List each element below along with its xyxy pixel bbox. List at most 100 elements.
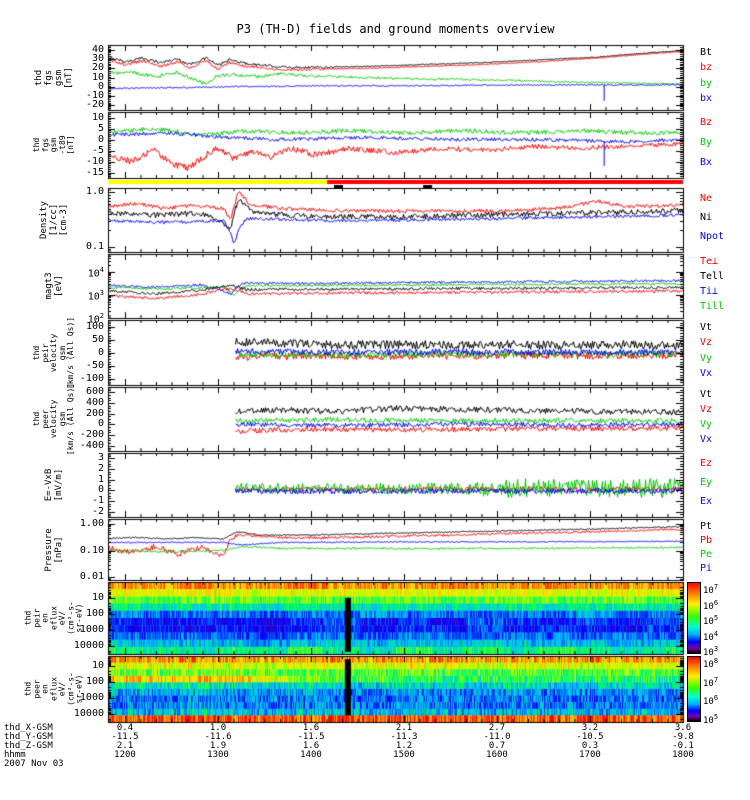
y-tick-label-thd-peer-en-eflux: 1000 xyxy=(79,691,104,703)
y-tick-label-thd-fgs-gsm-t89: 10 xyxy=(91,111,104,123)
y-axis-title-line: [nT] xyxy=(65,135,75,155)
y-tick-label-thd-peer-velocity-gsm: 400 xyxy=(85,397,104,408)
legend-label-Te⊥: Te⊥ xyxy=(700,256,719,268)
x-axis-value: 1500 xyxy=(393,750,415,760)
x-axis-value: -11.6 xyxy=(204,732,232,742)
y-axis-title-line: E=-VxB xyxy=(44,468,54,502)
colorbar-tick-label: 106 xyxy=(703,694,719,708)
y-axis-title-thd-fgs-gsm: thd fgs gsm [nT] xyxy=(6,45,102,110)
x-axis-row-header-thd_X-GSM: thd_X-GSM xyxy=(4,723,53,733)
legend-label-Ey: Ey xyxy=(700,477,713,489)
x-axis-value: -11.5 xyxy=(297,732,325,742)
x-axis-value: 0.7 xyxy=(488,741,506,751)
x-axis-value: 2.7 xyxy=(488,723,506,733)
legend-label-Bx: Bx xyxy=(700,157,713,168)
y-tick-label-thd-peer-velocity-gsm: -400 xyxy=(79,439,104,451)
y-axis-title-line: gsm xyxy=(54,69,64,86)
x-axis-value: -11.0 xyxy=(483,732,511,742)
y-tick-label-thd-fgs-gsm: 40 xyxy=(91,43,104,55)
y-axis-title-thd-fgs-gsm-t89: thd fgs gsm -t89 [nT] xyxy=(6,112,102,178)
y-tick-label-thd-peir-velocity-gsm: 0 xyxy=(97,346,104,358)
y-tick-label-pressure: 0.10 xyxy=(79,544,104,556)
y-axis-title-line: thd xyxy=(34,69,44,86)
x-axis-value: 1.6 xyxy=(302,741,320,751)
y-axis-title-line: Density xyxy=(39,201,49,239)
legend-label-bz: bz xyxy=(700,62,713,74)
colorbar-thd-peir-en-eflux xyxy=(687,582,701,654)
x-axis-date-label: 2007 Nov 03 xyxy=(4,759,64,769)
x-axis-value: 0.4 xyxy=(116,723,134,733)
legend-label-Vx: Vx xyxy=(700,433,713,445)
x-axis-value: 3.2 xyxy=(581,723,599,733)
y-axis-title-line: [nT] xyxy=(64,66,74,89)
y-axis-title-e-vxb-gsm: E=-VxB [mV/m] xyxy=(6,453,102,517)
y-axis-title-pressure: Pressure [nPa] xyxy=(6,519,102,580)
x-axis-value: 2.1 xyxy=(116,741,134,751)
y-tick-label-thd-peir-en-eflux: 100 xyxy=(85,608,104,619)
x-axis-value: 3.6 xyxy=(674,723,692,733)
y-tick-label-e-vxb-gsm: 2 xyxy=(97,463,104,474)
y-tick-label-e-vxb-gsm: -1 xyxy=(91,495,104,506)
y-axis-title-line: [nPa] xyxy=(54,535,64,564)
y-axis-title-density: Density [1/cc] [cm-3] xyxy=(6,188,102,252)
y-tick-label-thd-peir-velocity-gsm: 50 xyxy=(91,333,104,345)
y-axis-title-line: [mV/m] xyxy=(54,468,64,502)
y-tick-label-thd-fgs-gsm: 10 xyxy=(91,71,104,83)
x-axis-row-header-thd_Z-GSM: thd_Z-GSM xyxy=(4,741,53,751)
y-tick-label-pressure: 0.01 xyxy=(79,571,104,583)
y-axis-title-thd-peir-en-eflux: thd peir en eflux eV/(cm²-s-sr-eV) xyxy=(6,582,102,654)
x-axis-value: -11.3 xyxy=(390,732,418,742)
y-axis-title-line: sr-eV) xyxy=(74,674,84,704)
y-tick-label-pressure: 1.00 xyxy=(79,517,104,529)
y-axis-title-line: [km/s (All Qs)] xyxy=(65,382,75,456)
x-axis-value: 1.9 xyxy=(209,741,227,751)
legend-label-Ne: Ne xyxy=(700,192,713,204)
x-axis-value: 1.6 xyxy=(302,723,320,733)
colorbar-tick-label: 106 xyxy=(703,598,719,612)
y-tick-label-thd-peir-en-eflux: 10000 xyxy=(73,639,104,651)
legend-label-Npot: Npot xyxy=(700,231,725,243)
y-tick-label-thd-fgs-gsm: 30 xyxy=(91,52,104,64)
y-tick-label-thd-fgs-gsm: -10 xyxy=(85,90,104,102)
y-tick-label-thd-fgs-gsm-t89: 5 xyxy=(97,122,104,134)
legend-label-Vx: Vx xyxy=(700,367,713,379)
colorbar-tick-label: 108 xyxy=(703,657,719,671)
legend-label-bx: bx xyxy=(700,92,713,104)
colorbar-tick-label: 105 xyxy=(703,614,719,628)
y-axis-title-line: sr-eV) xyxy=(74,603,84,633)
y-tick-label-thd-peir-velocity-gsm: -100 xyxy=(79,372,104,384)
y-axis-title-thd-peer-velocity-gsm: thd peer velocity gsm [km/s (All Qs)] xyxy=(6,383,102,455)
y-tick-label-density: 0.1 xyxy=(85,240,104,252)
legend-label-Pb: Pb xyxy=(700,534,713,546)
x-axis-value: 1200 xyxy=(114,750,136,760)
y-axis-title-line: fgs xyxy=(44,69,54,86)
x-axis-value: -11.5 xyxy=(111,732,139,742)
y-axis-title-temperature-magt3: magt3 [eV] xyxy=(6,254,102,318)
legend-label-Vt: Vt xyxy=(700,322,713,334)
x-axis-row-header-thd_Y-GSM: thd_Y-GSM xyxy=(4,732,53,742)
y-axis-title-line: [km/s (All Qs)] xyxy=(65,316,75,389)
y-tick-label-e-vxb-gsm: 3 xyxy=(97,452,104,464)
y-tick-label-thd-fgs-gsm: -20 xyxy=(85,99,104,111)
y-tick-label-thd-fgs-gsm-t89: -10 xyxy=(85,155,104,167)
legend-label-by: by xyxy=(700,77,713,89)
y-axis-title-line: Pressure xyxy=(44,527,54,572)
x-axis-value: 1800 xyxy=(672,750,694,760)
y-tick-label-e-vxb-gsm: 0 xyxy=(97,484,104,496)
legend-label-Vz: Vz xyxy=(700,404,713,416)
legend-label-Ez: Ez xyxy=(700,457,713,469)
x-axis-value: 2.1 xyxy=(395,723,413,733)
legend-label-Vz: Vz xyxy=(700,337,713,349)
y-tick-label-thd-peer-velocity-gsm: -200 xyxy=(79,429,104,440)
y-axis-title-thd-peer-en-eflux: thd peer en eflux eV/(cm²-s-sr-eV) xyxy=(6,656,102,722)
y-tick-label-density: 1.0 xyxy=(85,186,104,198)
x-axis-value: 1300 xyxy=(207,750,229,760)
y-tick-label-thd-fgs-gsm-t89: -5 xyxy=(91,144,104,156)
y-tick-label-thd-peer-en-eflux: 10 xyxy=(91,659,104,671)
y-axis-title-line: [1/cc] xyxy=(49,203,59,237)
y-tick-label-thd-peer-velocity-gsm: 600 xyxy=(85,386,104,398)
colorbar-tick-label: 105 xyxy=(703,713,719,727)
legend-label-Vt: Vt xyxy=(700,389,713,401)
y-axis-title-line: [eV] xyxy=(54,275,64,297)
